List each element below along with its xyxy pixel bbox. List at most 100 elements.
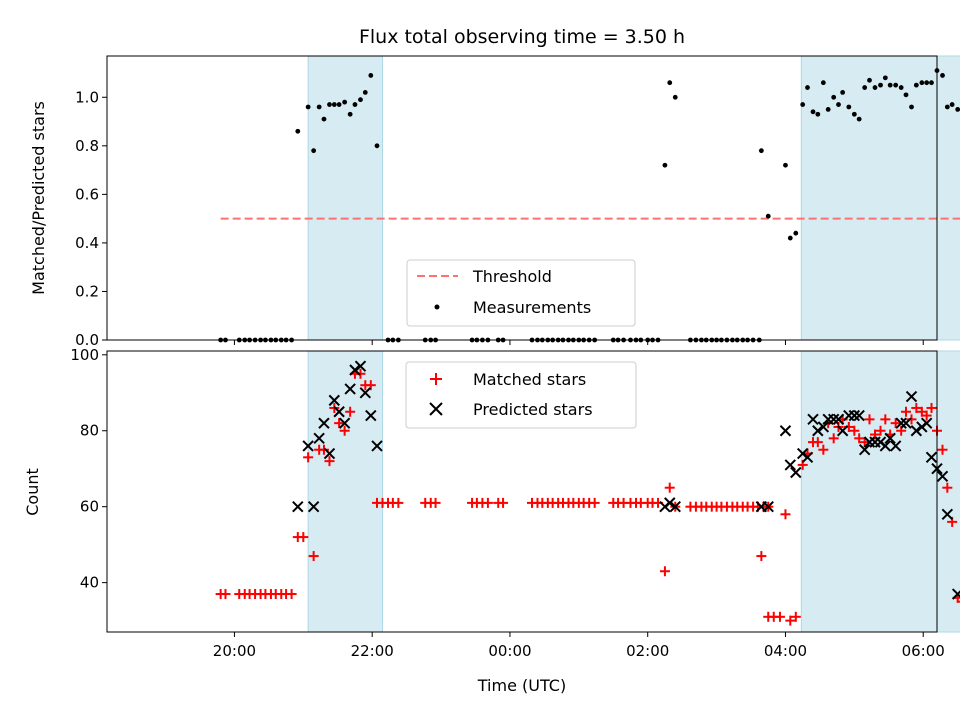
predicted-star-point xyxy=(900,417,912,429)
matched-star-point xyxy=(890,418,901,429)
matched-star-point xyxy=(818,444,829,455)
measurement-point xyxy=(851,111,857,117)
matched-star-point xyxy=(937,444,948,455)
predicted-star-point xyxy=(925,451,938,464)
matched-star-point xyxy=(298,532,309,543)
matched-star-point xyxy=(664,482,675,493)
chart-title: Flux total observing time = 3.50 h xyxy=(359,26,685,48)
measurement-point xyxy=(783,162,788,168)
measurement-point xyxy=(352,102,358,107)
measurement-point xyxy=(327,102,332,107)
predicted-star-point xyxy=(338,417,351,429)
bottom-panel-x-ticks: 20:00 22:00 00:00 02:00 04:00 06:00 xyxy=(213,632,945,660)
measurement-point xyxy=(893,82,899,88)
predicted-star-point xyxy=(910,425,923,437)
measurement-point xyxy=(758,148,764,154)
y-tick-label: 0.8 xyxy=(75,137,99,155)
bottom-panel-frame xyxy=(106,350,938,633)
matched-star-point xyxy=(286,589,297,600)
measurement-point xyxy=(919,80,925,86)
matched-star-point xyxy=(339,425,350,436)
matched-star-point xyxy=(482,497,493,508)
bottom-panel-shaded-intervals xyxy=(307,350,960,633)
x-tick-label: 04:00 xyxy=(764,642,807,660)
measurement-point xyxy=(949,102,955,107)
x-tick-label: 00:00 xyxy=(488,642,531,660)
matched-star-point xyxy=(906,414,917,425)
measurement-point xyxy=(913,82,919,88)
measurement-point xyxy=(825,107,831,112)
predicted-star-point xyxy=(889,440,902,452)
predicted-star-point xyxy=(328,394,341,407)
predicted-star-point xyxy=(664,497,676,509)
predicted-star-point xyxy=(895,417,907,429)
predicted-star-point xyxy=(318,417,330,429)
measurement-point xyxy=(765,213,771,219)
predicted-star-point xyxy=(784,459,796,471)
measurement-point xyxy=(840,90,846,95)
shaded-interval xyxy=(800,350,960,633)
x-tick-label: 22:00 xyxy=(351,642,394,660)
x-tick-label: 20:00 xyxy=(213,642,256,660)
measurement-point xyxy=(342,99,348,105)
measurement-point xyxy=(872,85,878,90)
measurement-point xyxy=(316,104,322,110)
measurement-point xyxy=(295,128,301,134)
measurement-point xyxy=(929,80,934,86)
bottom-panel: 40 60 80 100 20:00 22:00 00:00 02:00 04:00 06:00… xyxy=(23,346,960,695)
y-tick-label: 0.4 xyxy=(75,234,99,252)
predicted-star-point xyxy=(812,425,824,437)
matched-stars-points xyxy=(215,368,960,626)
predicted-star-point xyxy=(333,406,345,418)
matched-star-point xyxy=(828,433,839,444)
legend-measurements-swatch xyxy=(434,304,440,310)
legend-matched-swatch xyxy=(430,373,442,385)
shaded-interval xyxy=(800,55,960,341)
measurement-point xyxy=(311,148,317,154)
y-tick-label: 60 xyxy=(80,498,99,516)
predicted-star-point xyxy=(359,387,372,399)
predicted-star-point xyxy=(832,413,845,426)
legend-threshold-label: Threshold xyxy=(472,267,552,286)
matched-star-point xyxy=(355,368,366,379)
y-tick-label: 0.0 xyxy=(75,331,99,349)
matched-star-point xyxy=(849,425,860,436)
predicted-star-point xyxy=(827,413,840,426)
measurement-point xyxy=(878,82,883,88)
matched-star-point xyxy=(756,551,767,562)
y-tick-label: 0.6 xyxy=(75,185,99,203)
predicted-star-point xyxy=(762,500,774,513)
measurement-point xyxy=(856,116,862,122)
predicted-star-point xyxy=(941,508,954,520)
legend-predicted-swatch xyxy=(429,402,443,416)
predicted-star-point xyxy=(920,417,933,429)
measurement-point xyxy=(358,97,363,103)
y-tick-label: 80 xyxy=(80,422,99,440)
predicted-star-point xyxy=(905,390,918,403)
matched-star-point xyxy=(926,402,937,413)
bottom-panel-y-ticks: 40 60 80 100 xyxy=(70,346,107,592)
matched-star-point xyxy=(774,611,785,622)
matched-star-point xyxy=(303,452,314,463)
matched-star-point xyxy=(901,406,912,417)
predicted-star-point xyxy=(371,440,383,452)
legend-measurements-label: Measurements xyxy=(473,298,591,317)
matched-star-point xyxy=(859,437,870,448)
legend-matched-label: Matched stars xyxy=(473,370,586,389)
predicted-star-point xyxy=(323,447,336,460)
measurement-point xyxy=(672,94,678,100)
predicted-star-point xyxy=(879,440,892,452)
matched-star-point xyxy=(308,551,319,562)
top-panel-frame xyxy=(106,55,938,341)
measurement-point xyxy=(903,92,909,98)
predicted-star-point xyxy=(836,425,849,437)
matched-star-point xyxy=(498,497,509,508)
top-panel-x-ticks xyxy=(233,340,924,345)
matched-star-point xyxy=(812,437,823,448)
matched-star-point xyxy=(334,418,345,429)
predicted-stars-points xyxy=(292,360,960,600)
measurement-point xyxy=(955,107,960,112)
measurement-point xyxy=(836,102,841,107)
top-legend: Threshold Measurements xyxy=(406,259,636,327)
